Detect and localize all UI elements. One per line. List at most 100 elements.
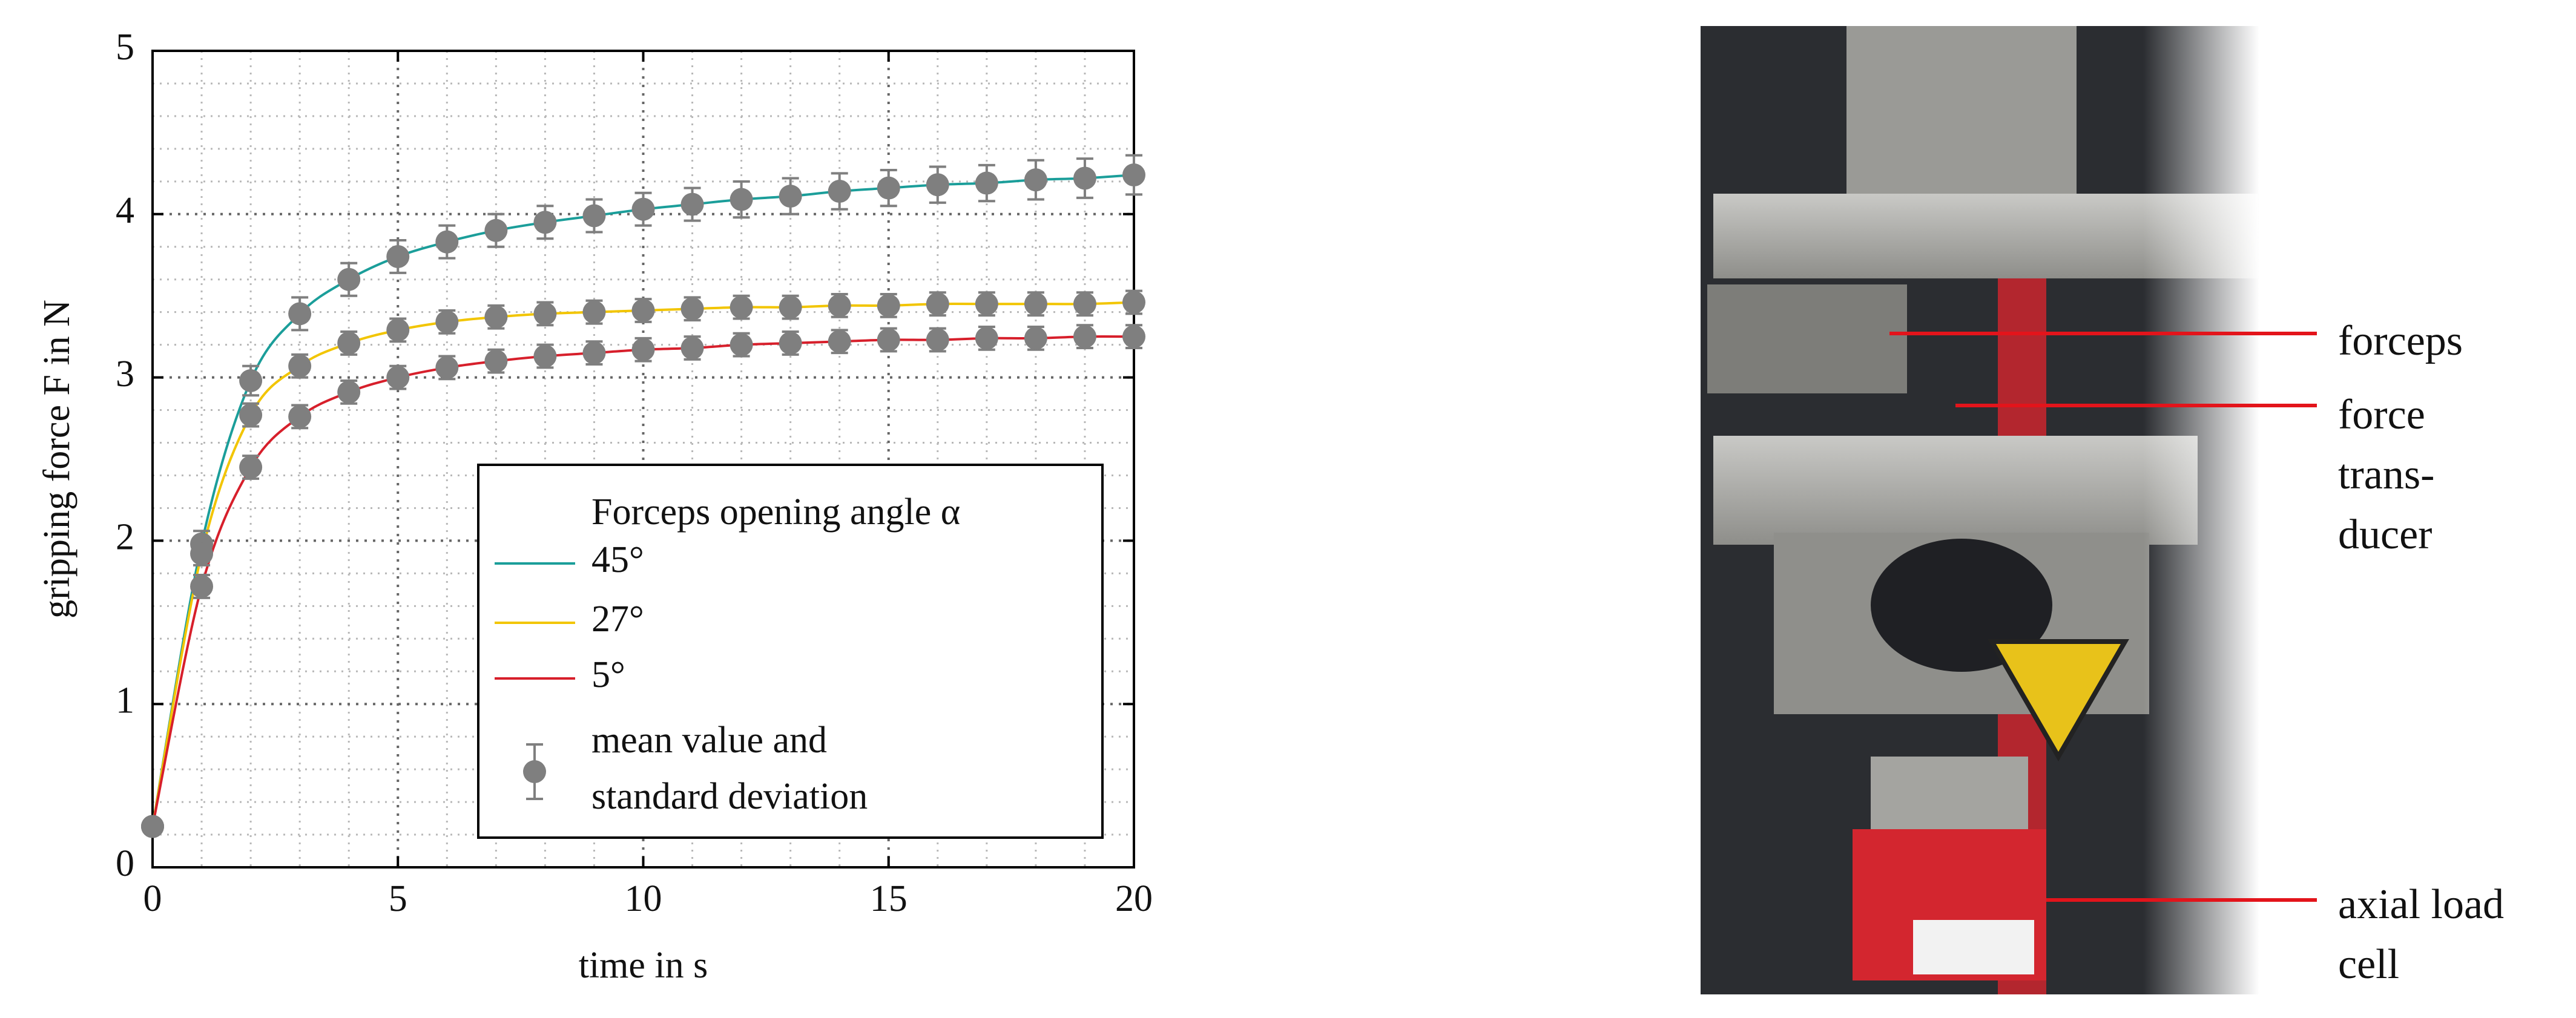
- marker: [730, 333, 753, 356]
- data-point: [582, 340, 606, 366]
- data-point: [288, 404, 312, 430]
- marker: [386, 366, 410, 389]
- data-point: [288, 296, 312, 332]
- data-point: [680, 186, 704, 222]
- data-point: [435, 224, 459, 260]
- data-point: [435, 309, 459, 335]
- data-point: [926, 327, 949, 353]
- series-line: [151, 335, 1135, 827]
- x-tick-label: 20: [1115, 878, 1153, 919]
- data-point: [730, 294, 753, 320]
- data-point: [386, 317, 410, 343]
- legend-title: Forceps opening angle α: [591, 491, 960, 533]
- data-point: [484, 212, 508, 248]
- data-point: [288, 353, 312, 379]
- data-point: [141, 815, 164, 838]
- marker: [680, 337, 704, 360]
- legend-box: [477, 464, 1104, 839]
- y-axis-label: gripping force F in N: [36, 300, 77, 619]
- marker: [828, 330, 851, 353]
- legend-marker: [523, 760, 546, 783]
- data-point: [386, 238, 410, 274]
- marker: [484, 305, 508, 329]
- data-point: [975, 291, 998, 317]
- callout-label: axial load: [2338, 881, 2504, 928]
- marker: [386, 245, 410, 268]
- data-point: [828, 329, 851, 355]
- data-point: [631, 298, 655, 323]
- data-point: [926, 165, 949, 204]
- y-tick-label: 0: [116, 843, 134, 884]
- marker: [386, 318, 410, 342]
- callout-label: ducer: [2338, 511, 2432, 558]
- data-point: [239, 402, 263, 428]
- marker: [435, 310, 459, 333]
- marker: [730, 295, 753, 319]
- marker: [582, 341, 606, 365]
- callout-label: trans-: [2338, 452, 2434, 498]
- marker: [828, 180, 851, 203]
- data-point: [1073, 157, 1096, 199]
- data-point: [582, 198, 606, 234]
- data-point: [190, 574, 214, 599]
- data-point: [533, 343, 557, 369]
- data-point: [1122, 289, 1145, 315]
- marker: [631, 197, 655, 221]
- marker: [1073, 325, 1096, 349]
- marker: [435, 356, 459, 379]
- marker: [779, 331, 802, 355]
- data-point: [975, 163, 998, 203]
- marker: [1122, 291, 1145, 314]
- marker: [975, 326, 998, 350]
- data-point: [877, 168, 900, 208]
- marker: [239, 455, 263, 479]
- data-point: [533, 205, 557, 240]
- marker: [484, 349, 508, 373]
- marker: [926, 173, 949, 197]
- marker: [582, 204, 606, 228]
- marker: [190, 574, 214, 598]
- data-point: [337, 379, 361, 405]
- x-tick-label: 0: [143, 878, 162, 919]
- marker: [288, 354, 312, 378]
- load-cell-label: [1913, 920, 2034, 974]
- marker: [1073, 166, 1096, 190]
- marker: [730, 188, 753, 211]
- marker: [631, 338, 655, 361]
- data-point: [680, 335, 704, 361]
- data-point: [435, 355, 459, 381]
- data-point: [1024, 159, 1047, 201]
- data-point: [779, 177, 802, 215]
- y-tick-label: 5: [116, 27, 134, 68]
- data-point: [631, 337, 655, 363]
- marker: [877, 176, 900, 200]
- marker: [239, 403, 263, 427]
- data-point: [779, 330, 802, 356]
- data-point: [779, 294, 802, 320]
- marker: [337, 268, 361, 291]
- photo-fade: [2143, 26, 2259, 994]
- marker: [1122, 163, 1145, 187]
- marker: [190, 542, 214, 565]
- marker: [877, 294, 900, 317]
- marker: [926, 292, 949, 316]
- marker: [141, 815, 164, 838]
- y-tick-label: 1: [116, 680, 134, 721]
- data-point: [730, 332, 753, 358]
- data-point: [386, 364, 410, 390]
- callout-label: forceps: [2338, 318, 2463, 364]
- marker: [533, 211, 557, 234]
- data-point: [730, 180, 753, 219]
- data-point: [877, 327, 900, 353]
- marker: [582, 300, 606, 324]
- data-point: [1024, 291, 1047, 317]
- data-point: [484, 348, 508, 374]
- marker: [779, 295, 802, 319]
- marker: [975, 171, 998, 195]
- coupling: [1871, 757, 2028, 829]
- marker: [1024, 292, 1047, 316]
- data-point: [828, 172, 851, 211]
- data-point: [631, 191, 655, 227]
